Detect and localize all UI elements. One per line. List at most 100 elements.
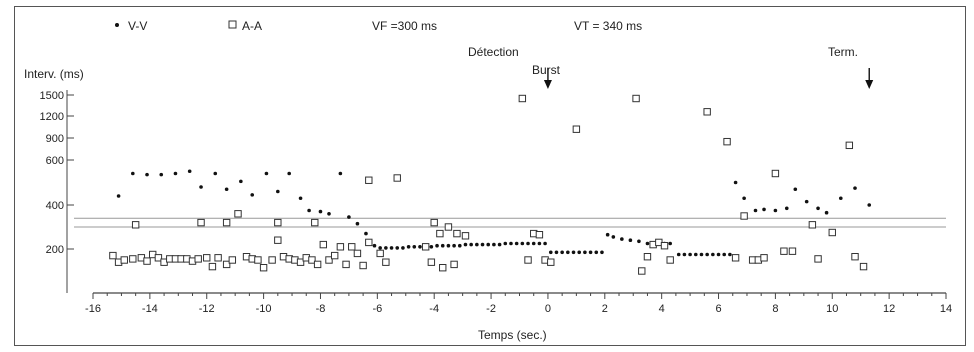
vv-point <box>435 243 439 248</box>
x-tick-label: -2 <box>486 303 496 315</box>
x-tick-label: 12 <box>883 303 895 315</box>
aa-point <box>771 169 780 178</box>
aa-legend-marker <box>228 20 237 29</box>
vv-point <box>594 250 599 255</box>
aa-point <box>859 262 868 271</box>
vv-point <box>131 171 135 176</box>
aa-point <box>427 258 436 266</box>
x-tick-label: -14 <box>142 303 158 315</box>
vv-point <box>469 242 473 247</box>
vv-point <box>620 237 624 241</box>
vv-point <box>239 179 243 184</box>
vv-point <box>389 246 394 250</box>
vv-point <box>475 242 479 247</box>
vv-point <box>213 171 218 176</box>
vv-point <box>480 242 485 247</box>
vv-point <box>560 250 564 255</box>
vv-point <box>611 235 616 239</box>
aa-point <box>518 94 527 103</box>
x-tick-label: -16 <box>85 303 101 315</box>
vv-point <box>733 180 738 185</box>
aa-point <box>660 242 669 250</box>
term-annotation: Term. <box>828 45 858 59</box>
vv-point <box>463 242 468 247</box>
aa-point <box>535 231 544 239</box>
x-tick-label: -4 <box>429 303 439 315</box>
aa-point <box>632 94 640 103</box>
aa-point <box>143 257 151 265</box>
vv-point <box>406 245 411 249</box>
x-tick-label: -8 <box>316 303 326 315</box>
y-tick-label: 1200 <box>40 111 64 123</box>
aa-point <box>325 256 333 264</box>
vv-point <box>668 241 672 246</box>
x-tick-label: -6 <box>372 303 382 315</box>
vv-point <box>173 171 178 176</box>
aa-point <box>421 243 430 251</box>
aa-point <box>274 218 282 227</box>
aa-point <box>129 255 137 263</box>
aa-point <box>780 247 788 255</box>
aa-point <box>319 240 328 249</box>
aa-point <box>453 229 461 238</box>
y-tick-label: 1500 <box>40 90 64 102</box>
aa-point <box>234 210 242 218</box>
vv-point <box>699 252 704 257</box>
aa-point <box>308 256 316 264</box>
vv-point <box>452 243 456 248</box>
y-tick-label: 600 <box>46 155 64 167</box>
vv-point <box>753 208 758 213</box>
aa-point <box>666 256 674 264</box>
aa-point <box>208 262 217 271</box>
aa-point <box>450 260 458 269</box>
aa-point <box>353 249 362 258</box>
vv-point <box>327 212 331 216</box>
vv-point <box>804 199 809 204</box>
aa-point <box>365 176 373 184</box>
vv-point <box>711 252 715 257</box>
vv-point <box>793 187 798 192</box>
aa-point <box>788 247 797 255</box>
vv-point <box>693 252 698 257</box>
aa-point <box>444 223 453 231</box>
vv-point <box>867 203 872 207</box>
aa-point <box>268 256 276 264</box>
vv-point <box>762 207 766 212</box>
vv-point <box>364 231 368 236</box>
x-tick-label: -10 <box>256 303 272 315</box>
vv-point <box>497 242 502 247</box>
vv-point <box>307 208 311 213</box>
x-tick-label: -12 <box>199 303 215 315</box>
vv-point <box>287 171 291 176</box>
aa-point <box>330 251 339 260</box>
aa-point <box>731 254 740 262</box>
x-tick-label: 6 <box>715 303 721 315</box>
vv-point <box>784 206 789 211</box>
vv-point <box>187 169 192 174</box>
vv-point <box>773 208 778 213</box>
aa-point <box>259 264 268 272</box>
aa-point <box>109 251 117 260</box>
y-axis-label: Interv. (ms) <box>24 67 84 81</box>
vv-point <box>355 221 360 226</box>
aa-point <box>154 254 163 262</box>
aa-point <box>439 264 447 272</box>
vv-point <box>503 241 508 246</box>
vv-point <box>676 252 681 257</box>
vv-point <box>384 246 388 250</box>
vv-point <box>492 242 496 247</box>
aa-point <box>222 260 231 269</box>
vv-point <box>276 189 280 194</box>
aa-point <box>638 267 646 275</box>
vv-point <box>412 245 417 249</box>
vv-point <box>554 250 559 255</box>
vv-point <box>645 241 650 246</box>
vv-point <box>446 243 451 248</box>
aa-point <box>222 218 231 227</box>
aa-point <box>760 254 768 262</box>
vv-point <box>600 250 604 255</box>
x-tick-label: 0 <box>545 303 551 315</box>
vv-point <box>742 196 746 201</box>
aa-point <box>359 261 367 270</box>
vv-legend-label: V-V <box>128 19 148 33</box>
